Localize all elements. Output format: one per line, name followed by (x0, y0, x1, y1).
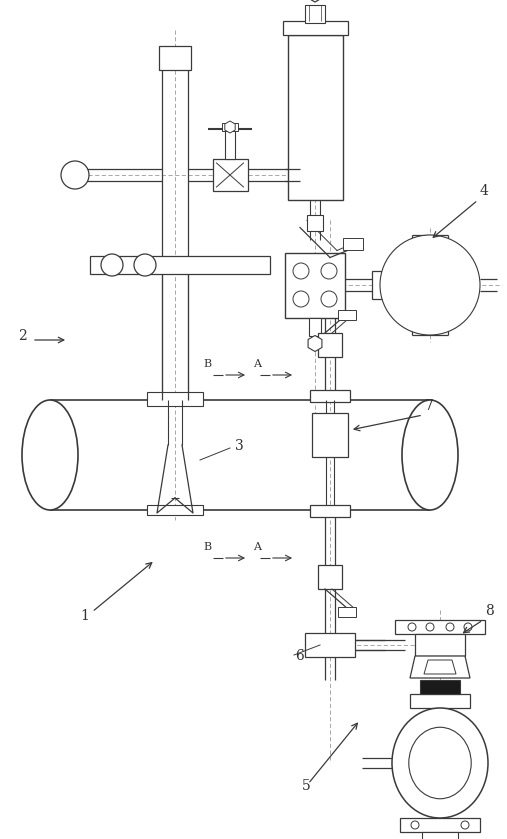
Bar (318, 333, 342, 357)
Bar (222, 123, 238, 131)
Bar (147, 505, 203, 515)
Text: B: B (203, 359, 211, 369)
Text: A: A (253, 542, 261, 552)
Circle shape (61, 161, 89, 189)
Bar (318, 565, 342, 589)
Bar (90, 256, 270, 274)
Ellipse shape (392, 708, 488, 818)
Polygon shape (307, 0, 323, 2)
Circle shape (293, 291, 309, 307)
Bar (307, 215, 323, 231)
Bar (305, 5, 325, 23)
Bar (338, 310, 356, 320)
Text: 6: 6 (295, 649, 304, 663)
Bar (310, 505, 350, 517)
Bar (395, 620, 485, 634)
Bar (310, 390, 350, 402)
Text: 3: 3 (235, 439, 244, 453)
Bar (410, 694, 470, 708)
Bar (338, 607, 356, 617)
Bar (147, 392, 203, 406)
Circle shape (380, 235, 480, 335)
Bar (285, 253, 345, 317)
Circle shape (408, 623, 416, 631)
Bar (372, 271, 388, 299)
Circle shape (464, 623, 472, 631)
Circle shape (101, 254, 123, 276)
Circle shape (426, 623, 434, 631)
Bar (159, 46, 191, 70)
Text: 7: 7 (425, 399, 434, 413)
Text: 5: 5 (302, 779, 311, 793)
Bar (309, 317, 321, 336)
Bar (287, 35, 343, 200)
Circle shape (411, 821, 419, 829)
Text: B: B (203, 542, 211, 552)
Polygon shape (424, 660, 456, 674)
Circle shape (461, 821, 469, 829)
Bar (422, 832, 458, 839)
Text: 2: 2 (18, 329, 27, 343)
Text: 1: 1 (80, 609, 89, 623)
Bar (343, 237, 363, 249)
Bar (415, 634, 465, 656)
Bar (225, 129, 235, 159)
Text: A: A (253, 359, 261, 369)
Ellipse shape (22, 400, 78, 510)
Text: 8: 8 (485, 604, 494, 618)
Ellipse shape (409, 727, 471, 799)
Bar (400, 818, 480, 832)
Bar (282, 21, 347, 35)
Polygon shape (225, 121, 235, 133)
Bar (420, 680, 460, 694)
Circle shape (321, 263, 337, 279)
Circle shape (293, 263, 309, 279)
Bar (212, 159, 247, 191)
Ellipse shape (402, 400, 458, 510)
Text: 4: 4 (480, 184, 489, 198)
Circle shape (134, 254, 156, 276)
Circle shape (446, 623, 454, 631)
Circle shape (321, 291, 337, 307)
Circle shape (388, 243, 472, 327)
Polygon shape (308, 336, 322, 352)
Bar (305, 633, 355, 657)
Polygon shape (410, 656, 470, 678)
Bar (312, 413, 348, 457)
